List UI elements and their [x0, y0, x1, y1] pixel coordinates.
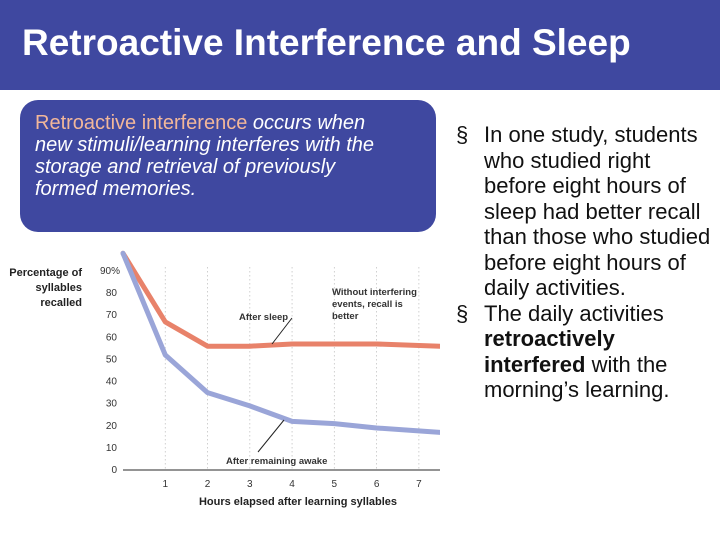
- definition-body: occurs when new stimuli/learning interfe…: [35, 112, 375, 200]
- y-tick-label: 60: [106, 332, 118, 343]
- y-tick-label: 40: [106, 377, 118, 388]
- bullet-icon: §: [456, 122, 469, 147]
- bullet-item-1: § In one study, students who studied righ…: [454, 122, 718, 301]
- bullet-text-2-post: with the morning’s learning.: [484, 351, 670, 403]
- series-line-after-awake: [120, 250, 440, 435]
- definition-term: Retroactive interference: [35, 112, 248, 134]
- y-tick-label: 80: [106, 288, 118, 299]
- pointer-after-sleep: [271, 317, 293, 345]
- annotation-without-interfering-line-1: Without interfering: [332, 287, 417, 298]
- pointer-after-awake: [257, 419, 285, 453]
- annotation-after-sleep: After sleep: [239, 312, 288, 323]
- bullet-list: § In one study, students who studied righ…: [454, 122, 718, 403]
- title-bar: [0, 0, 720, 90]
- x-tick-label: 5: [332, 479, 338, 490]
- series-lines: [120, 250, 440, 435]
- y-tick-label: 70: [106, 310, 118, 321]
- x-tick-label: 1: [162, 479, 168, 490]
- annotation-without-interfering: Without interfering events, recall is be…: [332, 287, 417, 322]
- bullet-icon: §: [456, 300, 469, 326]
- y-tick-label: 10: [106, 443, 118, 454]
- y-axis-label-line-1: Percentage of: [9, 267, 82, 279]
- slide-title: Retroactive Interference and Sleep: [22, 22, 631, 63]
- bullet-text-2-pre: The daily activities: [484, 300, 664, 326]
- y-axis-label: Percentage of syllables recalled: [9, 267, 82, 309]
- definition-text: Retroactive interference occurs when new…: [35, 112, 395, 200]
- y-tick-label: 20: [106, 421, 118, 432]
- annotation-after-awake: After remaining awake: [226, 456, 327, 467]
- y-tick-label: 0: [111, 465, 117, 476]
- bullet-item-2: § The daily activities retroactively inte…: [454, 301, 718, 403]
- y-axis-label-line-3: recalled: [40, 297, 82, 309]
- definition-box: [20, 100, 436, 232]
- grid-lines: [164, 267, 420, 470]
- y-tick-label: 50: [106, 354, 118, 365]
- bullet-text-2-bold: retroactively interfered: [484, 326, 615, 377]
- x-tick-label: 7: [416, 479, 422, 490]
- bullet-text-1: In one study, students who studied right…: [484, 122, 711, 300]
- x-tick-label: 3: [247, 479, 253, 490]
- series-line-after-sleep: [120, 250, 440, 349]
- x-tick-labels: 1 2 3 4 5 6 7: [162, 479, 422, 490]
- x-axis-label: Hours elapsed after learning syllables: [199, 496, 397, 508]
- x-tick-label: 2: [205, 479, 211, 490]
- x-tick-label: 4: [289, 479, 295, 490]
- y-tick-label: 90%: [100, 266, 120, 277]
- annotation-without-interfering-line-2: events, recall is: [332, 299, 403, 310]
- y-axis-label-line-2: syllables: [36, 282, 82, 294]
- x-tick-label: 6: [374, 479, 380, 490]
- y-tick-label: 30: [106, 399, 118, 410]
- annotation-without-interfering-line-3: better: [332, 311, 359, 322]
- recall-chart: Percentage of syllables recalled 90%8070…: [9, 250, 440, 508]
- y-tick-labels: 90% 80 70 60 50 40 30 20 10 0: [100, 266, 120, 476]
